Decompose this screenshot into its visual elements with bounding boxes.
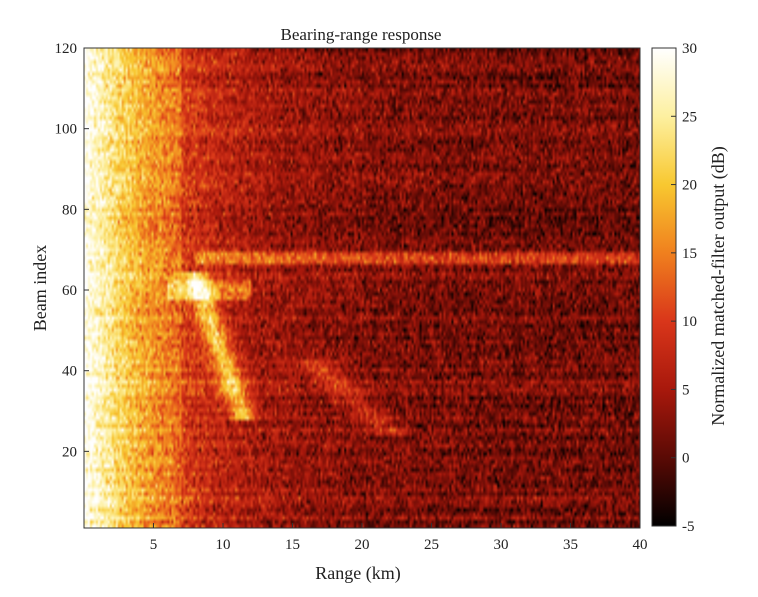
x-axis-ticks: 5 10 15 20 25 30 35 40 [150, 523, 648, 553]
colorbar-tick-label: -5 [682, 519, 695, 535]
y-axis-ticks: 20 40 60 80 100 120 [55, 41, 89, 460]
colorbar-tick-label: 5 [682, 382, 690, 398]
y-tick-label: 100 [55, 122, 78, 138]
y-tick-label: 80 [62, 202, 77, 218]
colorbar-tick-label: 25 [682, 109, 697, 125]
colorbar-tick-label: 20 [682, 178, 697, 194]
colorbar-gradient [651, 47, 677, 527]
y-tick-label: 20 [62, 444, 77, 460]
heatmap-image [84, 48, 640, 528]
colorbar-tick-label: 0 [682, 451, 690, 467]
x-tick-label: 5 [150, 537, 158, 553]
x-tick-label: 30 [494, 537, 509, 553]
colorbar: -5 0 5 10 15 20 25 30 [651, 41, 697, 535]
chart-title: Bearing-range response [281, 25, 442, 44]
y-tick-label: 60 [62, 283, 77, 299]
x-tick-label: 40 [633, 537, 648, 553]
x-tick-label: 15 [285, 537, 300, 553]
x-tick-label: 35 [563, 537, 578, 553]
colorbar-title: Normalized matched-filter output (dB) [708, 146, 729, 425]
heatmap-plot-area [83, 47, 641, 529]
y-tick-label: 40 [62, 364, 77, 380]
y-axis-title: Beam index [30, 245, 50, 331]
colorbar-tick-label: 10 [682, 314, 697, 330]
x-tick-label: 20 [355, 537, 370, 553]
x-tick-label: 25 [424, 537, 439, 553]
x-tick-label: 10 [216, 537, 231, 553]
colorbar-tick-label: 30 [682, 41, 697, 57]
y-tick-label: 120 [55, 41, 78, 57]
colorbar-ticks: -5 0 5 10 15 20 25 30 [671, 41, 697, 535]
x-axis-title: Range (km) [315, 563, 400, 584]
colorbar-tick-label: 15 [682, 246, 697, 262]
